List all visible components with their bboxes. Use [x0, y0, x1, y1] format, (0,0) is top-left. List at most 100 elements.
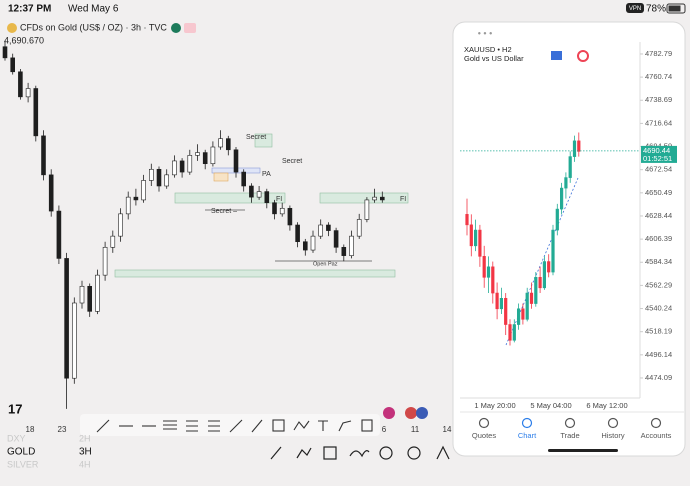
candle-body — [164, 174, 169, 187]
y-tick-label: 4650.49 — [645, 188, 672, 197]
watch-symbol[interactable]: SILVER — [7, 459, 39, 469]
arrow-tool[interactable] — [338, 420, 352, 432]
flag-icon[interactable] — [405, 407, 417, 419]
candle-body — [218, 138, 223, 148]
candle-body — [179, 160, 185, 173]
draw-button[interactable] — [270, 446, 282, 460]
zone — [254, 133, 273, 148]
candle-body — [372, 196, 377, 201]
watchlist: DXY 2H GOLD 3H SILVER 4H — [7, 433, 92, 469]
x-tick-label: 6 — [382, 425, 387, 434]
tab-icon[interactable] — [521, 417, 533, 429]
tab-icon[interactable] — [478, 417, 490, 429]
candle-body — [25, 88, 31, 98]
candle-body — [156, 168, 162, 187]
drawing-toolbar — [80, 414, 380, 436]
tab-label[interactable]: Accounts — [641, 431, 672, 440]
candle-body — [478, 229, 482, 257]
pen-tool[interactable] — [251, 419, 263, 433]
candle-body — [349, 235, 354, 256]
candle-body — [33, 88, 39, 137]
note-tool[interactable] — [361, 419, 373, 432]
add-button[interactable] — [379, 446, 393, 460]
candle-body — [512, 324, 516, 341]
candle-body — [295, 224, 300, 243]
rect-tool[interactable] — [272, 419, 285, 432]
y-tick-label: 4716.64 — [645, 118, 672, 127]
y-tick-label: 4628.44 — [645, 211, 672, 220]
trade-icon[interactable] — [551, 51, 562, 60]
text-tool[interactable] — [318, 420, 328, 431]
candle-body — [264, 191, 270, 204]
status-time: 12:37 PM — [8, 4, 51, 15]
trend-line-tool[interactable] — [96, 419, 110, 433]
one-click-icon[interactable] — [577, 50, 589, 62]
candle-body — [482, 256, 486, 278]
y-tick-label: 4760.74 — [645, 72, 672, 81]
window-handle[interactable]: • • • — [478, 28, 492, 38]
layout-button[interactable] — [323, 446, 337, 460]
candle-body — [364, 199, 370, 220]
candle-body — [356, 219, 362, 237]
y-tick-label: 4496.14 — [645, 350, 672, 359]
candle-body — [525, 292, 529, 320]
candle-body — [499, 298, 504, 310]
candle-body — [272, 202, 277, 215]
tab-label[interactable]: Quotes — [472, 431, 496, 440]
candle-body — [326, 224, 331, 231]
tab-label[interactable]: History — [601, 431, 625, 440]
candle-body — [125, 196, 131, 215]
tab-label[interactable]: Chart — [518, 431, 537, 440]
phone-chart: 4782.794760.744738.694716.644694.594672.… — [460, 49, 677, 410]
candle-body — [486, 266, 491, 278]
price-label-bg — [641, 145, 677, 163]
y-tick-label: 4606.39 — [645, 234, 672, 243]
vpn-badge — [626, 3, 644, 13]
candle-body — [318, 224, 324, 237]
watch-symbol[interactable]: DXY — [7, 433, 26, 443]
x-tick-label: 1 May 20:00 — [474, 401, 515, 410]
replay-button[interactable] — [436, 445, 450, 460]
candle-body — [469, 224, 473, 247]
flag-icon[interactable] — [416, 407, 428, 419]
toolbar-icons — [96, 419, 373, 433]
candle-body — [233, 149, 239, 173]
annotation: Open Paz — [313, 261, 338, 267]
alert-button[interactable] — [407, 446, 421, 460]
annotation: PA — [262, 171, 271, 178]
candle-body — [473, 229, 478, 247]
channel-tool[interactable] — [186, 420, 198, 432]
candle-body — [210, 146, 216, 165]
indicator-icon[interactable] — [383, 407, 395, 419]
path-tool[interactable] — [293, 420, 310, 431]
candle-body — [95, 274, 100, 312]
tab-icon[interactable] — [564, 417, 576, 429]
fib-tool[interactable] — [163, 420, 177, 430]
annotation: FI — [276, 196, 282, 203]
candle-body — [572, 140, 577, 157]
pitchfork-tool[interactable] — [208, 420, 220, 432]
y-tick-label: 4562.29 — [645, 280, 672, 289]
zone — [174, 192, 286, 204]
candle-body — [48, 174, 54, 212]
brush-tool[interactable] — [229, 419, 243, 433]
y-tick-label: 4474.09 — [645, 373, 672, 382]
candle-body — [256, 191, 262, 198]
phone-window — [452, 21, 686, 457]
x-tick-label: 6 May 12:00 — [586, 401, 627, 410]
y-tick-label: 4738.69 — [645, 95, 672, 104]
candle-body — [542, 261, 546, 289]
tab-icon[interactable] — [650, 417, 662, 429]
candle-body — [508, 324, 512, 341]
compare-button[interactable] — [349, 450, 370, 458]
tab-icon[interactable] — [607, 417, 619, 429]
indicators-button[interactable] — [296, 447, 312, 459]
candle-body — [133, 196, 139, 201]
watch-symbol[interactable]: GOLD — [7, 447, 35, 458]
candle-body — [279, 207, 285, 215]
candle-body — [226, 138, 231, 151]
candle-body — [141, 180, 146, 201]
tab-label[interactable]: Trade — [560, 431, 579, 440]
watch-interval: 4H — [79, 459, 91, 469]
